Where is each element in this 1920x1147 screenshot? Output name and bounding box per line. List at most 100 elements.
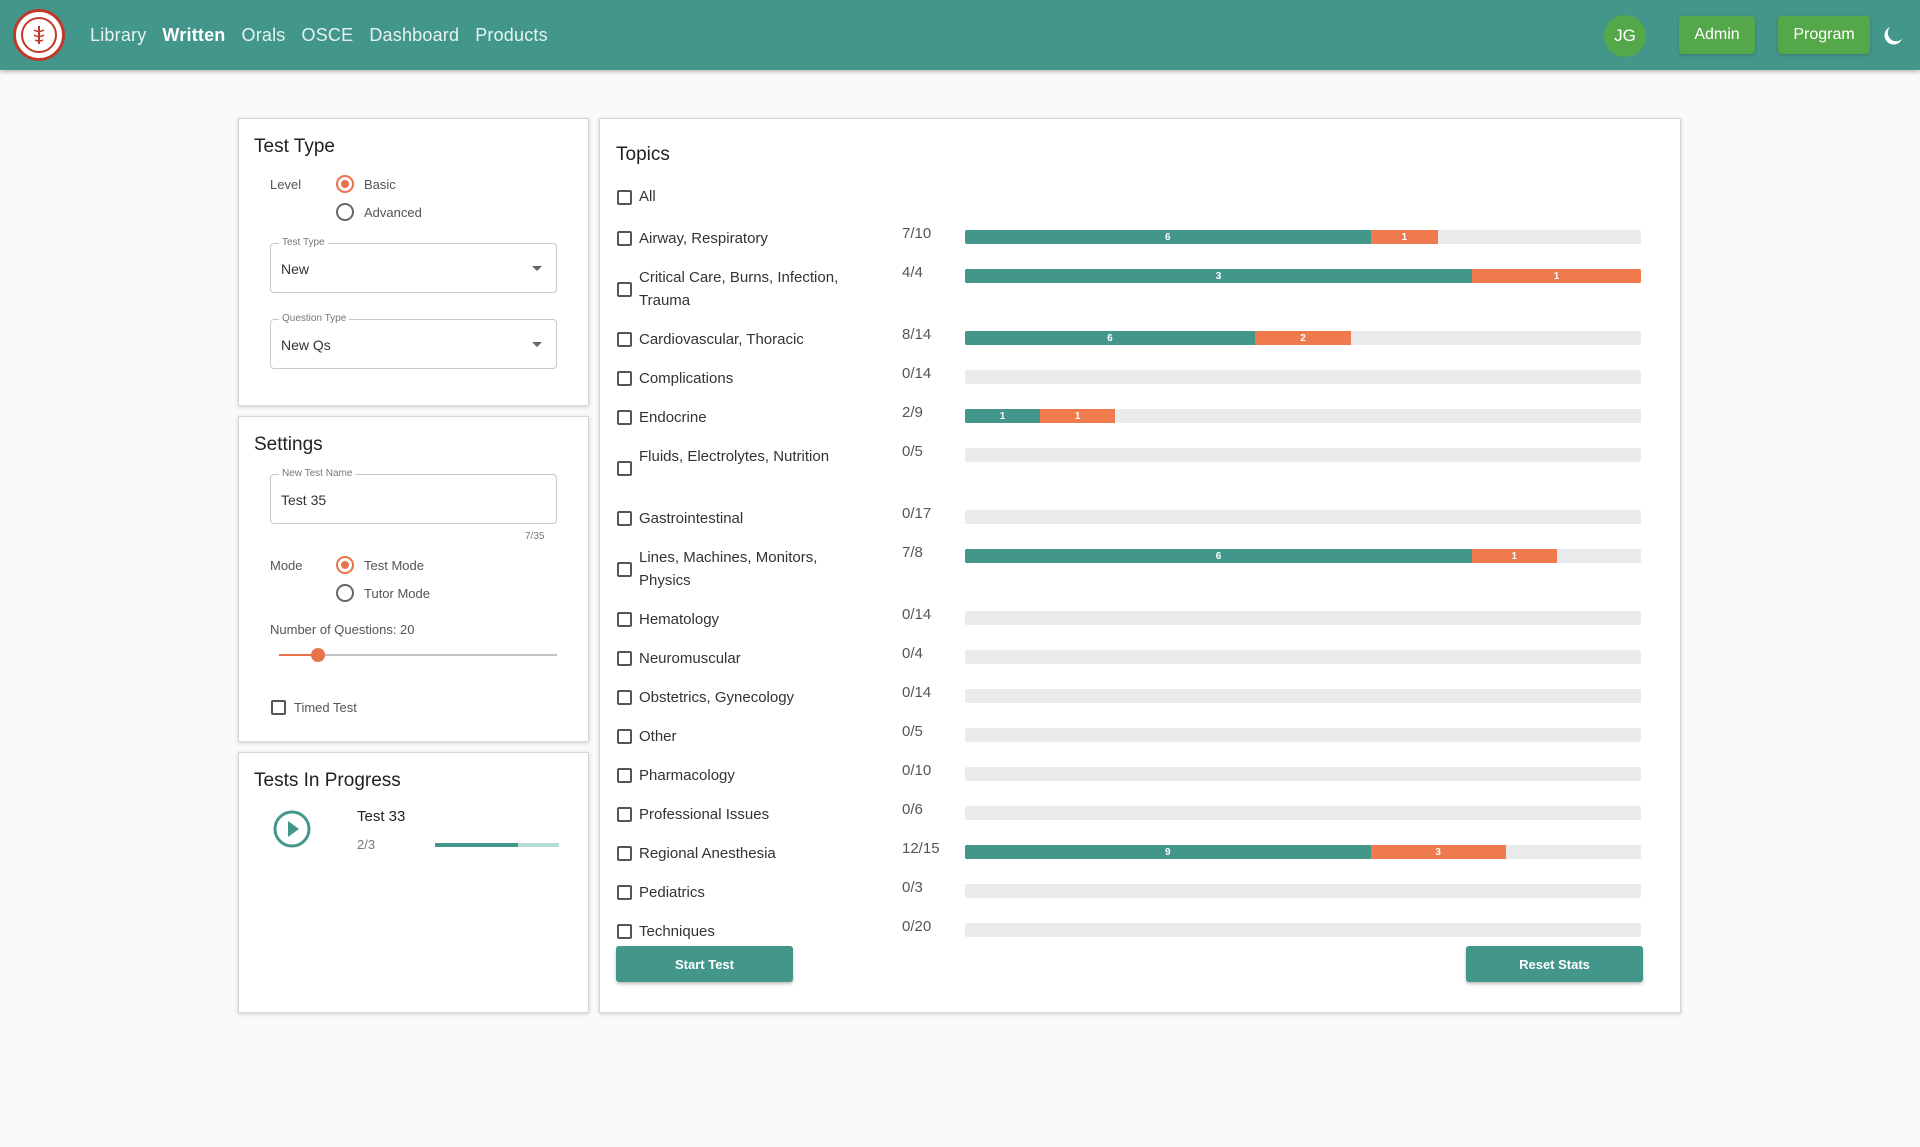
topic-checkbox[interactable]: [617, 410, 632, 425]
topic-checkbox[interactable]: [617, 768, 632, 783]
topic-name[interactable]: Hematology: [639, 611, 720, 628]
admin-button[interactable]: Admin: [1679, 16, 1755, 54]
user-avatar[interactable]: JG: [1604, 15, 1646, 57]
nav-library[interactable]: Library: [90, 24, 147, 45]
topic-row: Pediatrics 0/3: [600, 879, 1680, 922]
topic-checkbox[interactable]: [617, 511, 632, 526]
topic-row: Professional Issues 0/6: [600, 801, 1680, 844]
topic-name[interactable]: Lines, Machines, Monitors, Physics: [639, 549, 818, 589]
topic-name[interactable]: Gastrointestinal: [639, 510, 744, 527]
nav-orals[interactable]: Orals: [241, 24, 286, 45]
timed-test-label[interactable]: Timed Test: [294, 700, 357, 715]
moon-icon[interactable]: [1882, 25, 1904, 47]
tests-in-progress-card: Tests In Progress Test 33 2/3: [238, 752, 589, 1013]
topic-count: 8/14: [902, 326, 932, 343]
level-advanced-radio[interactable]: [336, 203, 354, 221]
topic-name[interactable]: Complications: [639, 370, 734, 387]
topic-all-label[interactable]: All: [639, 188, 656, 205]
slider-fill: [279, 654, 318, 656]
level-label: Level: [270, 177, 302, 192]
topic-checkbox[interactable]: [617, 562, 632, 577]
topic-checkbox[interactable]: [617, 332, 632, 347]
test-type-select[interactable]: Test Type New: [270, 237, 557, 293]
topic-checkbox[interactable]: [617, 651, 632, 666]
nav-products[interactable]: Products: [475, 24, 548, 45]
topic-checkbox[interactable]: [617, 282, 632, 297]
test-name-legend: New Test Name: [279, 468, 356, 479]
start-test-button[interactable]: Start Test: [616, 946, 793, 982]
slider-thumb[interactable]: [310, 648, 325, 662]
topic-progress-bar: [965, 611, 1641, 625]
topic-progress-bar: [965, 510, 1641, 524]
main-nav: Library Written Orals OSCE Dashboard Products: [90, 0, 548, 70]
topic-row: Techniques 0/20: [600, 918, 1680, 961]
test-mode-radio[interactable]: [336, 556, 354, 574]
incorrect-segment: 2: [1254, 331, 1352, 345]
correct-segment: 3: [965, 269, 1472, 283]
topic-name[interactable]: Regional Anesthesia: [639, 845, 776, 862]
topic-checkbox[interactable]: [617, 612, 632, 627]
topic-checkbox[interactable]: [617, 231, 632, 246]
topic-name[interactable]: Cardiovascular, Thoracic: [639, 331, 804, 348]
topic-row: Cardiovascular, Thoracic 8/14 6 2: [600, 326, 1680, 369]
topic-name[interactable]: Other: [639, 728, 677, 745]
topic-row: Gastrointestinal 0/17: [600, 505, 1680, 548]
topic-name[interactable]: Techniques: [639, 923, 715, 940]
topic-count: 0/3: [902, 879, 923, 896]
topic-name[interactable]: Fluids, Electrolytes, Nutrition: [639, 448, 830, 465]
topic-checkbox[interactable]: [617, 807, 632, 822]
nav-written[interactable]: Written: [162, 24, 226, 45]
nav-osce[interactable]: OSCE: [301, 24, 354, 45]
topic-checkbox[interactable]: [617, 461, 632, 476]
level-advanced-label[interactable]: Advanced: [364, 205, 422, 220]
test-name-value: Test 35: [281, 492, 327, 508]
topic-count: 12/15: [902, 840, 940, 857]
topic-name[interactable]: Endocrine: [639, 409, 707, 426]
level-basic-label[interactable]: Basic: [364, 177, 396, 192]
topic-checkbox[interactable]: [617, 729, 632, 744]
topic-name[interactable]: Obstetrics, Gynecology: [639, 689, 795, 706]
topic-count: 0/20: [902, 918, 932, 935]
topic-name[interactable]: Professional Issues: [639, 806, 770, 823]
topic-checkbox[interactable]: [617, 924, 632, 939]
tests-in-progress-title: Tests In Progress: [254, 770, 401, 791]
topic-name[interactable]: Neuromuscular: [639, 650, 741, 667]
incorrect-segment: 1: [1472, 269, 1641, 283]
topic-checkbox[interactable]: [617, 846, 632, 861]
topic-progress-bar: [965, 650, 1641, 664]
topic-name[interactable]: Pediatrics: [639, 884, 705, 901]
correct-segment: 6: [965, 331, 1255, 345]
tutor-mode-label[interactable]: Tutor Mode: [364, 586, 430, 601]
topic-name[interactable]: Airway, Respiratory: [639, 230, 768, 247]
topic-name[interactable]: Critical Care, Burns, Infection, Trauma: [639, 269, 839, 309]
topic-all-checkbox[interactable]: [617, 190, 632, 205]
program-button[interactable]: Program: [1778, 16, 1870, 54]
tutor-mode-radio[interactable]: [336, 584, 354, 602]
question-type-value: New Qs: [281, 337, 331, 353]
topic-count: 0/14: [902, 684, 932, 701]
topic-count: 4/4: [902, 264, 923, 281]
timed-test-checkbox[interactable]: [271, 700, 286, 715]
topic-row: Fluids, Electrolytes, Nutrition 0/5: [600, 443, 1680, 509]
topic-checkbox[interactable]: [617, 371, 632, 386]
question-type-select[interactable]: Question Type New Qs: [270, 313, 557, 369]
num-questions-slider[interactable]: [279, 648, 557, 662]
topic-checkbox[interactable]: [617, 690, 632, 705]
play-icon[interactable]: [272, 809, 312, 849]
topic-name[interactable]: Pharmacology: [639, 767, 735, 784]
topic-progress-bar: [965, 370, 1641, 384]
reset-stats-button[interactable]: Reset Stats: [1466, 946, 1643, 982]
university-logo[interactable]: [13, 9, 65, 61]
topic-checkbox[interactable]: [617, 885, 632, 900]
test-mode-label[interactable]: Test Mode: [364, 558, 424, 573]
nav-dashboard[interactable]: Dashboard: [369, 24, 460, 45]
level-basic-radio[interactable]: [336, 175, 354, 193]
in-progress-test-name[interactable]: Test 33: [357, 808, 406, 825]
topic-count: 0/6: [902, 801, 923, 818]
test-name-input[interactable]: New Test Name Test 35: [270, 468, 557, 524]
topics-card: Topics All Airway, Respiratory 7/10 6 1 Crit…: [599, 118, 1681, 1013]
